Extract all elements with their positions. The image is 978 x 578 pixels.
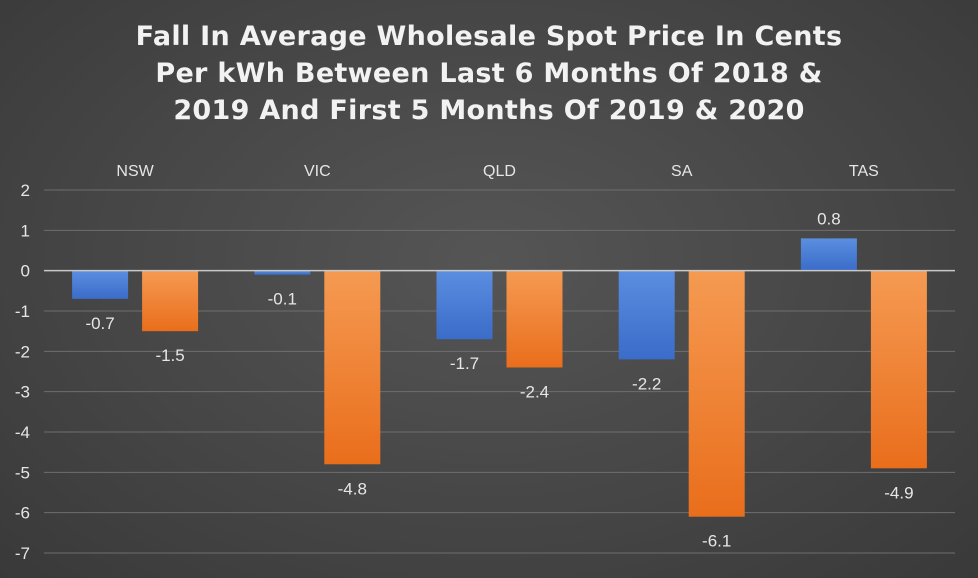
bar-series-1 (800, 238, 857, 271)
data-label: ‐0.1 (268, 290, 297, 309)
bar-series-2 (506, 270, 563, 368)
category-label: QLD (483, 163, 516, 180)
bar-series-2 (324, 270, 381, 465)
category-label: NSW (116, 163, 154, 180)
chart-title-line-2: Per kWh Between Last 6 Months Of 2018 & (155, 58, 823, 89)
data-label: ‐6.1 (702, 532, 731, 551)
y-tick-label: 0 (21, 262, 30, 281)
data-label: ‐1.5 (155, 346, 184, 365)
y-tick-label: ‐4 (15, 423, 30, 442)
bar-series-2 (688, 270, 745, 517)
data-label: ‐0.7 (85, 314, 114, 333)
data-label: ‐4.9 (884, 483, 913, 502)
category-label: TAS (849, 163, 879, 180)
y-tick-label: ‐7 (15, 544, 30, 563)
y-tick-label: 1 (21, 221, 30, 240)
y-tick-label: ‐3 (15, 383, 30, 402)
chart-title-line-1: Fall In Average Wholesale Spot Price In … (135, 21, 843, 52)
bar-series-1 (618, 270, 675, 360)
y-tick-label: 2 (21, 181, 30, 200)
data-label: ‐1.7 (450, 354, 479, 373)
bar-series-1 (436, 270, 493, 340)
bar-series-2 (870, 270, 927, 469)
chart-title: Fall In Average Wholesale Spot Price In … (0, 18, 978, 129)
bar-series-1 (254, 270, 311, 275)
y-tick-label: ‐1 (15, 302, 30, 321)
category-label: SA (671, 163, 693, 180)
y-tick-label: ‐2 (15, 342, 30, 361)
data-label: 0.8 (817, 209, 841, 228)
data-label: ‐2.2 (632, 374, 661, 393)
chart-title-line-3: 2019 And First 5 Months Of 2019 & 2020 (173, 95, 805, 126)
bar-series-2 (142, 270, 199, 332)
bar-series-1 (72, 270, 129, 299)
data-label: ‐4.8 (338, 479, 367, 498)
y-tick-label: ‐6 (15, 504, 30, 523)
category-label: VIC (304, 163, 331, 180)
y-tick-label: ‐5 (15, 463, 30, 482)
data-label: ‐2.4 (520, 382, 549, 401)
